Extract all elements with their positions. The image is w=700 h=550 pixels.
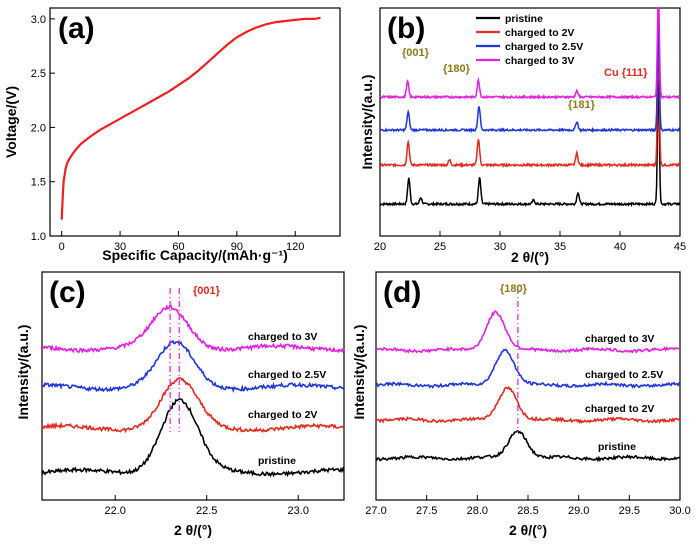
- panel-d-series-2: [375, 348, 681, 389]
- legend-label-3v: charged to 3V: [505, 55, 574, 67]
- panel-a-series-line: [60, 16, 321, 220]
- annotation-180-d: {180}: [500, 283, 528, 295]
- annotation-001-b: {001}: [402, 47, 430, 59]
- label-d-pristine: pristine: [598, 441, 636, 453]
- panel-b-plot: [379, 7, 681, 208]
- panel-b-series-0: [379, 79, 681, 208]
- panel-c-plot: [41, 288, 345, 478]
- panel-d-xtick-label-1: 27.5: [416, 505, 437, 517]
- label-d-3v: charged to 3V: [585, 333, 654, 345]
- panel-b-xtick-label-5: 45: [674, 241, 686, 253]
- panel-c-xtick-label-0: 22.0: [105, 505, 126, 517]
- panel-a-ticks: 0 30 60 90 120 1.0 1.5 2.0 2.5 3.0: [31, 14, 305, 253]
- panel-c-ticks: 22.0 22.5 23.0: [105, 495, 309, 517]
- panel-c-ylabel: Intensity/(a.u.): [15, 325, 31, 420]
- label-c-3v: charged to 3V: [248, 331, 317, 343]
- panel-a-xlabel: Specific Capacity/(mAh·g⁻¹): [102, 247, 288, 263]
- label-c-2v: charged to 2V: [248, 409, 317, 421]
- panel-d-series-3: [375, 310, 681, 354]
- panel-c-frame: [41, 271, 345, 501]
- panel-d-xtick-label-2: 28.0: [467, 505, 488, 517]
- label-d-2v: charged to 2V: [585, 403, 654, 415]
- panel-c-letter: (c): [49, 276, 86, 309]
- panel-b-ticks: 20 25 30 35 40 45: [374, 231, 686, 253]
- panel-a-ytick-label-4: 3.0: [31, 14, 46, 26]
- label-c-2-5v: charged to 2.5V: [248, 369, 326, 381]
- panel-d-xtick-label-3: 28.5: [517, 505, 538, 517]
- panel-c: (c) 22.0 22.5 23.0 {001} charged to 3V cha…: [15, 271, 345, 538]
- panel-c-series-0: [41, 398, 345, 478]
- legend-label-pristine: pristine: [505, 13, 543, 25]
- panel-a-letter: (a): [58, 12, 95, 45]
- panel-b-xtick-label-2: 30: [494, 241, 506, 253]
- panel-d-ylabel: Intensity/(a.u.): [351, 325, 367, 420]
- panel-a-plot: [60, 16, 321, 220]
- panel-b-xtick-label-1: 25: [434, 241, 446, 253]
- panel-b: (b) 20 25 30 35 40 45 pristine charged to 2V …: [359, 7, 686, 265]
- annotation-181-b: {181}: [568, 99, 596, 111]
- panel-d-series-0: [375, 429, 681, 463]
- panel-b-ylabel: Intensity/(a.u.): [359, 75, 375, 170]
- panel-d-ticks: 27.0 27.5 28.0 28.5 29.0 29.5 30.0: [365, 495, 691, 517]
- panel-b-frame: [379, 7, 681, 237]
- panel-d-xtick-label-5: 29.5: [619, 505, 640, 517]
- panel-b-series-1: [379, 39, 681, 169]
- label-d-2-5v: charged to 2.5V: [585, 369, 663, 381]
- panel-b-legend: pristine charged to 2V charged to 2.5V c…: [476, 13, 583, 67]
- panel-a-ytick-label-3: 2.5: [31, 68, 46, 80]
- panel-c-xtick-label-2: 23.0: [288, 505, 309, 517]
- annotation-001-c: {001}: [193, 285, 221, 297]
- panel-c-xtick-label-1: 22.5: [196, 505, 217, 517]
- panel-a-frame: [49, 7, 341, 237]
- panel-a-xtick-label-4: 120: [286, 241, 304, 253]
- panel-b-letter: (b): [387, 12, 425, 45]
- panel-b-xlabel: 2 θ/(°): [511, 249, 549, 265]
- panel-a-ytick-label-2: 2.0: [31, 122, 46, 134]
- panel-b-xtick-label-0: 20: [374, 241, 386, 253]
- panel-d-plot: [375, 288, 681, 463]
- panel-a-xtick-label-2: 60: [172, 241, 184, 253]
- panel-d: (d) 27.0 27.5 28.0 28.5 29.0 29.5 30.0 {180} c…: [351, 271, 691, 538]
- panel-d-series-1: [375, 385, 681, 425]
- panel-b-xtick-label-4: 40: [614, 241, 626, 253]
- panel-b-series-2: [379, 15, 681, 134]
- label-c-pristine: pristine: [258, 455, 296, 467]
- annotation-180-b: {180}: [443, 63, 471, 75]
- panel-b-xtick-label-3: 35: [554, 241, 566, 253]
- legend-label-2-5v: charged to 2.5V: [505, 41, 583, 53]
- panel-d-xlabel: 2 θ/(°): [509, 522, 547, 538]
- panel-c-series-1: [41, 377, 345, 434]
- panel-d-letter: (d): [383, 276, 421, 309]
- panel-a-xtick-label-1: 30: [114, 241, 126, 253]
- panel-c-series-2: [41, 339, 345, 394]
- panel-a: (a) 0 30 60 90 120 1.0 1.5 2.0 2.5 3.0 Specific C…: [3, 7, 341, 263]
- panel-a-ylabel: Voltage/(V): [3, 86, 19, 158]
- annotation-cu111-b: Cu {111}: [604, 67, 648, 79]
- panel-a-ytick-label-0: 1.0: [31, 231, 46, 243]
- panel-d-xtick-label-0: 27.0: [365, 505, 386, 517]
- panel-a-xtick-label-0: 0: [59, 241, 65, 253]
- panel-b-series-3: [379, 7, 681, 101]
- panel-c-xlabel: 2 θ/(°): [174, 522, 212, 538]
- panel-a-ytick-label-1: 1.5: [31, 177, 46, 189]
- panel-d-xtick-label-4: 29.0: [568, 505, 589, 517]
- legend-label-2v: charged to 2V: [505, 27, 574, 39]
- panel-d-xtick-label-6: 30.0: [669, 505, 690, 517]
- panel-c-series-3: [41, 304, 345, 354]
- panel-a-xtick-label-3: 90: [231, 241, 243, 253]
